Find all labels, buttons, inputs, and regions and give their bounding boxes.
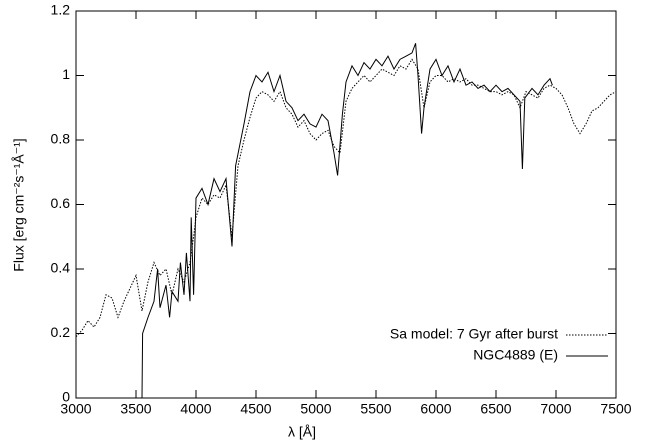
x-tick-label: 6000 [420, 401, 451, 417]
x-tick-label: 7000 [540, 401, 571, 417]
y-tick-label: 0 [62, 389, 70, 405]
x-tick-label: 7500 [600, 401, 631, 417]
legend-label: Sa model: 7 Gyr after burst [390, 326, 558, 342]
y-tick-label: 0.4 [51, 260, 71, 276]
series-line [141, 43, 553, 399]
x-tick-label: 5000 [300, 401, 331, 417]
series-line [75, 58, 617, 338]
x-tick-label: 3000 [60, 401, 91, 417]
y-tick-label: 0.2 [51, 324, 71, 340]
y-tick-label: 1.2 [51, 2, 71, 18]
x-axis-label: λ [Å] [288, 424, 316, 440]
x-tick-label: 4500 [240, 401, 271, 417]
legend-label: NGC4889 (E) [473, 347, 558, 363]
x-tick-label: 5500 [360, 401, 391, 417]
y-tick-label: 0.8 [51, 131, 71, 147]
y-axis-label: Flux [erg cm⁻²s⁻¹Å⁻¹] [11, 138, 27, 271]
y-tick-label: 0.6 [51, 195, 71, 211]
y-tick-label: 1 [62, 66, 70, 82]
x-tick-label: 4000 [180, 401, 211, 417]
x-tick-label: 6500 [480, 401, 511, 417]
x-tick-label: 3500 [120, 401, 151, 417]
